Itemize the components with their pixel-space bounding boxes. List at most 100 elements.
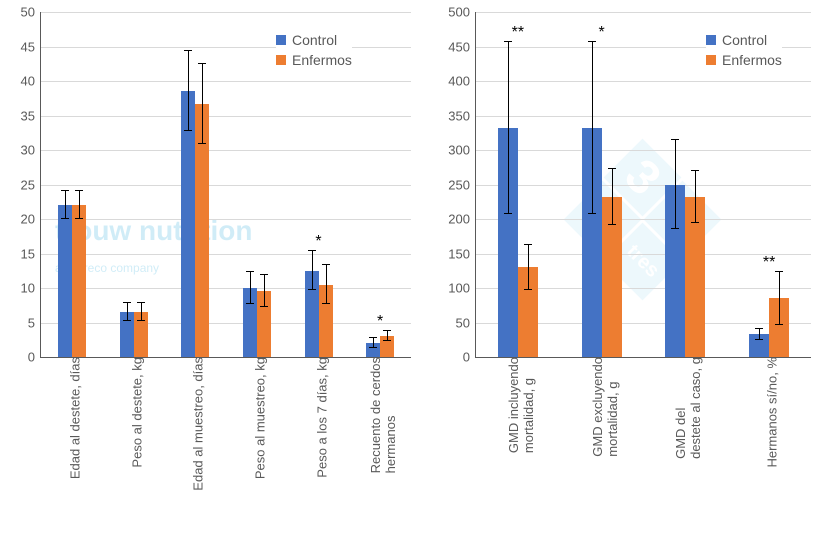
error-bar bbox=[65, 191, 66, 219]
x-category-label: GMD excluyendomortalidad, g bbox=[584, 357, 620, 457]
gridline bbox=[41, 116, 411, 117]
gridline bbox=[476, 254, 811, 255]
error-cap bbox=[588, 213, 596, 214]
error-cap bbox=[691, 170, 699, 171]
bar-control bbox=[582, 128, 602, 357]
error-cap bbox=[75, 190, 83, 191]
error-cap bbox=[671, 139, 679, 140]
y-tick-label: 5 bbox=[28, 315, 41, 330]
right-chart: 050100150200250300350400450500**GMD incl… bbox=[475, 12, 811, 358]
bar-enfermos bbox=[518, 267, 538, 357]
error-cap bbox=[755, 328, 763, 329]
y-tick-label: 30 bbox=[21, 143, 41, 158]
error-cap bbox=[369, 337, 377, 338]
error-cap bbox=[369, 347, 377, 348]
y-tick-label: 100 bbox=[448, 281, 476, 296]
error-cap bbox=[246, 271, 254, 272]
error-bar bbox=[675, 140, 676, 230]
gridline bbox=[41, 150, 411, 151]
x-category-label: Edad al destete, días bbox=[61, 357, 82, 479]
error-cap bbox=[755, 339, 763, 340]
error-cap bbox=[184, 50, 192, 51]
x-category-label: GMD incluyendomortalidad, g bbox=[500, 357, 536, 453]
y-tick-label: 25 bbox=[21, 177, 41, 192]
bar-control bbox=[243, 288, 257, 357]
legend: Control Enfermos bbox=[276, 30, 352, 70]
error-bar bbox=[695, 171, 696, 223]
y-tick-label: 300 bbox=[448, 143, 476, 158]
x-category-label: Peso al muestreo, kg bbox=[246, 357, 267, 479]
gridline bbox=[41, 47, 411, 48]
error-bar bbox=[592, 42, 593, 215]
x-category-label: Peso al destete, kg bbox=[123, 357, 144, 468]
significance-marker: ** bbox=[763, 254, 775, 272]
bar-enfermos bbox=[257, 291, 271, 357]
error-bar bbox=[79, 191, 80, 219]
legend-label-control: Control bbox=[722, 32, 767, 48]
error-cap bbox=[308, 289, 316, 290]
gridline bbox=[476, 81, 811, 82]
error-cap bbox=[61, 218, 69, 219]
y-tick-label: 0 bbox=[28, 350, 41, 365]
bar-enfermos bbox=[134, 312, 148, 357]
bar-enfermos bbox=[319, 285, 333, 357]
bar-control bbox=[498, 128, 518, 357]
significance-marker: * bbox=[377, 313, 383, 331]
y-tick-label: 400 bbox=[448, 74, 476, 89]
error-cap bbox=[308, 250, 316, 251]
x-category-label: Edad al muestreo, días bbox=[185, 357, 206, 491]
legend-swatch-enfermos bbox=[276, 55, 286, 65]
error-cap bbox=[383, 330, 391, 331]
x-category-label: Peso a los 7 días, kg bbox=[308, 357, 329, 478]
bar-control bbox=[749, 334, 769, 357]
error-cap bbox=[524, 244, 532, 245]
x-category-label: Hermanos sí/no, % bbox=[759, 357, 780, 468]
y-tick-label: 40 bbox=[21, 74, 41, 89]
legend-row-enfermos: Enfermos bbox=[276, 50, 352, 70]
error-cap bbox=[61, 190, 69, 191]
y-tick-label: 45 bbox=[21, 39, 41, 54]
error-cap bbox=[608, 168, 616, 169]
gridline bbox=[476, 219, 811, 220]
gridline bbox=[476, 185, 811, 186]
legend-swatch-enfermos bbox=[706, 55, 716, 65]
legend-row-control: Control bbox=[276, 30, 352, 50]
error-cap bbox=[260, 306, 268, 307]
y-tick-label: 50 bbox=[456, 315, 476, 330]
bar-enfermos bbox=[769, 298, 789, 357]
bar-control bbox=[181, 91, 195, 357]
gridline bbox=[476, 116, 811, 117]
legend-label-enfermos: Enfermos bbox=[292, 52, 352, 68]
significance-marker: ** bbox=[512, 24, 524, 42]
error-cap bbox=[524, 289, 532, 290]
left-chart: 05101520253035404550Edad al destete, día… bbox=[40, 12, 411, 358]
error-bar bbox=[264, 275, 265, 307]
gridline bbox=[476, 12, 811, 13]
bar-enfermos bbox=[602, 197, 622, 357]
error-cap bbox=[184, 130, 192, 131]
gridline bbox=[41, 185, 411, 186]
x-category-label: Recuento de cerdoshermanos bbox=[362, 357, 398, 473]
error-cap bbox=[246, 303, 254, 304]
bar-enfermos bbox=[195, 104, 209, 357]
legend-swatch-control bbox=[276, 35, 286, 45]
y-tick-label: 50 bbox=[21, 5, 41, 20]
error-cap bbox=[608, 224, 616, 225]
legend-label-enfermos: Enfermos bbox=[722, 52, 782, 68]
gridline bbox=[41, 288, 411, 289]
y-tick-label: 15 bbox=[21, 246, 41, 261]
error-bar bbox=[779, 272, 780, 324]
legend-row-control: Control bbox=[706, 30, 782, 50]
error-bar bbox=[141, 303, 142, 321]
y-tick-label: 250 bbox=[448, 177, 476, 192]
error-bar bbox=[127, 303, 128, 321]
legend-row-enfermos: Enfermos bbox=[706, 50, 782, 70]
bar-control bbox=[305, 271, 319, 357]
error-bar bbox=[312, 251, 313, 290]
bar-control bbox=[120, 312, 134, 357]
gridline bbox=[41, 323, 411, 324]
y-tick-label: 0 bbox=[463, 350, 476, 365]
error-bar bbox=[250, 272, 251, 304]
error-cap bbox=[504, 213, 512, 214]
error-cap bbox=[123, 320, 131, 321]
